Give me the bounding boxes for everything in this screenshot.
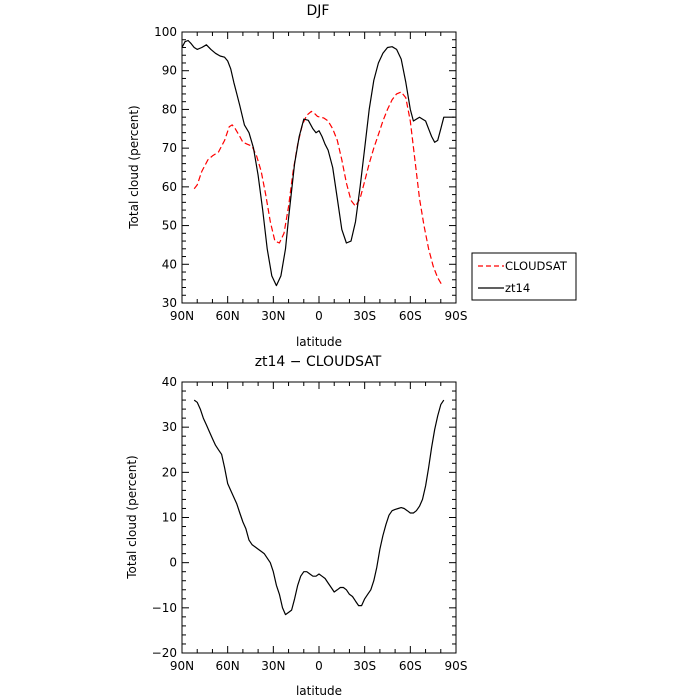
chart-difference-y-tick-label: 0 [169,556,177,570]
chart-djf-x-tick-label: 90N [170,309,194,323]
legend-label-zt14: zt14 [505,281,530,295]
chart-difference-y-tick-label: 40 [162,375,177,389]
chart-djf-x-tick-label: 60S [399,309,422,323]
legend-box [471,252,577,301]
chart-difference-title: zt14 − CLOUDSAT [255,354,382,370]
chart-difference: zt14 − CLOUDSAT 90N 60N 30N 0 30S 60S 90S −20 −1… [125,354,467,698]
chart-djf-series [181,39,455,287]
chart-difference-x-tick-label: 30S [353,659,376,673]
chart-difference-x-tick-label: 0 [315,659,323,673]
chart-difference-y-tick-label: 30 [162,420,177,434]
chart-djf-y-tick-label: 100 [154,25,177,39]
chart-djf-frame [181,31,457,304]
chart-difference-y-tick-label: −20 [152,646,177,660]
chart-difference-x-tick-label: 30N [261,659,285,673]
chart-djf-x-tick-label: 0 [315,309,323,323]
chart-djf-xlabel: latitude [296,335,342,349]
chart-djf-y-tick-label: 60 [162,180,177,194]
chart-difference-x-tick-label: 90S [445,659,468,673]
chart-djf-ylabel: Total cloud (percent) [127,105,141,229]
chart-djf-y-tick-label: 30 [162,296,177,310]
chart-difference-frame [181,381,457,654]
chart-djf-x-tick-label: 60N [216,309,240,323]
chart-djf-y-tick-label: 70 [162,141,177,155]
legend: CLOUDSAT zt14 [471,252,577,301]
chart-difference-y-tick-label: −10 [152,601,177,615]
chart-djf-y-tick-label: 50 [162,219,177,233]
chart-difference-ylabel: Total cloud (percent) [125,455,139,579]
chart-difference-x-tick-label: 90N [170,659,194,673]
chart-difference-ticks: 90N 60N 30N 0 30S 60S 90S −20 −10 0 10 20 30 40 [152,375,468,673]
chart-djf-x-tick-label: 30S [353,309,376,323]
chart-djf-y-tick-label: 90 [162,64,177,78]
chart-difference-y-tick-label: 20 [162,465,177,479]
chart-djf-series-cloudsat [193,91,443,286]
chart-djf-title: DJF [307,3,330,19]
chart-difference-y-tick-label: 10 [162,511,177,525]
chart-djf-series-zt14 [181,39,455,287]
legend-label-cloudsat: CLOUDSAT [505,259,568,273]
chart-djf: DJF 90N 60N 30N 0 30S 60S 90S 30 40 50 60 70 80 90 100… [127,3,577,349]
chart-djf-y-tick-label: 40 [162,257,177,271]
chart-difference-series-line-0 [193,399,445,616]
chart-djf-ticks: 90N 60N 30N 0 30S 60S 90S 30 40 50 60 70 80 90 100 [154,25,467,323]
chart-djf-y-tick-label: 80 [162,102,177,116]
chart-difference-xlabel: latitude [296,684,342,698]
chart-difference-x-tick-label: 60N [216,659,240,673]
chart-difference-x-tick-label: 60S [399,659,422,673]
chart-djf-x-tick-label: 30N [261,309,285,323]
chart-djf-x-tick-label: 90S [445,309,468,323]
chart-difference-series [193,399,445,616]
